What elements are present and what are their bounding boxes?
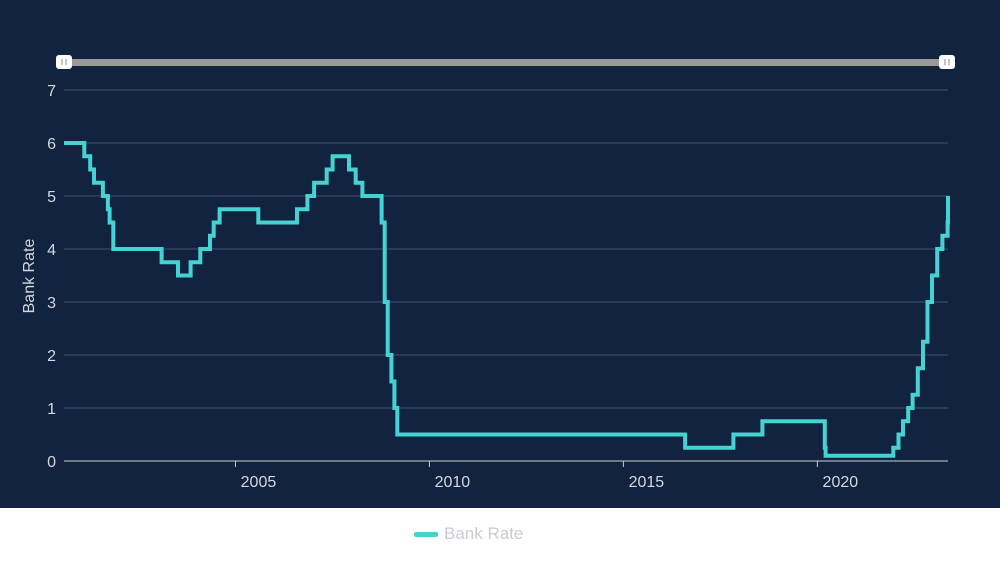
x-axis: 2005 2010 2015 2020 bbox=[64, 460, 948, 491]
x-tick-label: 2010 bbox=[435, 474, 471, 491]
series-line-bank-rate[interactable] bbox=[64, 141, 950, 458]
range-slider[interactable] bbox=[56, 55, 955, 69]
x-tick-label: 2015 bbox=[629, 474, 665, 491]
y-tick-label: 1 bbox=[47, 401, 56, 418]
y-tick-label: 5 bbox=[47, 189, 56, 206]
y-axis: 0 1 2 3 4 5 6 7 bbox=[47, 83, 56, 471]
plot-area bbox=[64, 141, 950, 458]
y-tick-label: 3 bbox=[47, 295, 56, 312]
x-tick-label: 2005 bbox=[241, 474, 277, 491]
gridlines bbox=[64, 89, 948, 409]
legend-label: Bank Rate bbox=[444, 524, 524, 543]
y-tick-label: 0 bbox=[47, 454, 56, 471]
legend-item-bank-rate[interactable]: Bank Rate bbox=[414, 522, 523, 546]
y-tick-label: 7 bbox=[47, 83, 56, 100]
legend-swatch bbox=[414, 531, 438, 537]
chart-panel: 2005 2010 2015 2020 0 1 2 3 4 5 6 7 Bank Rate bbox=[0, 0, 1000, 508]
y-tick-label: 4 bbox=[47, 242, 56, 259]
x-tick-label: 2020 bbox=[823, 474, 859, 491]
range-slider-left-handle[interactable] bbox=[56, 55, 72, 69]
range-slider-track[interactable] bbox=[64, 59, 950, 66]
bank-rate-chart: 2005 2010 2015 2020 0 1 2 3 4 5 6 7 Bank Rate bbox=[21, 55, 955, 491]
y-axis-title: Bank Rate bbox=[21, 239, 38, 314]
range-slider-right-handle[interactable] bbox=[939, 55, 955, 69]
y-tick-label: 6 bbox=[47, 136, 56, 153]
y-tick-label: 2 bbox=[47, 348, 56, 365]
